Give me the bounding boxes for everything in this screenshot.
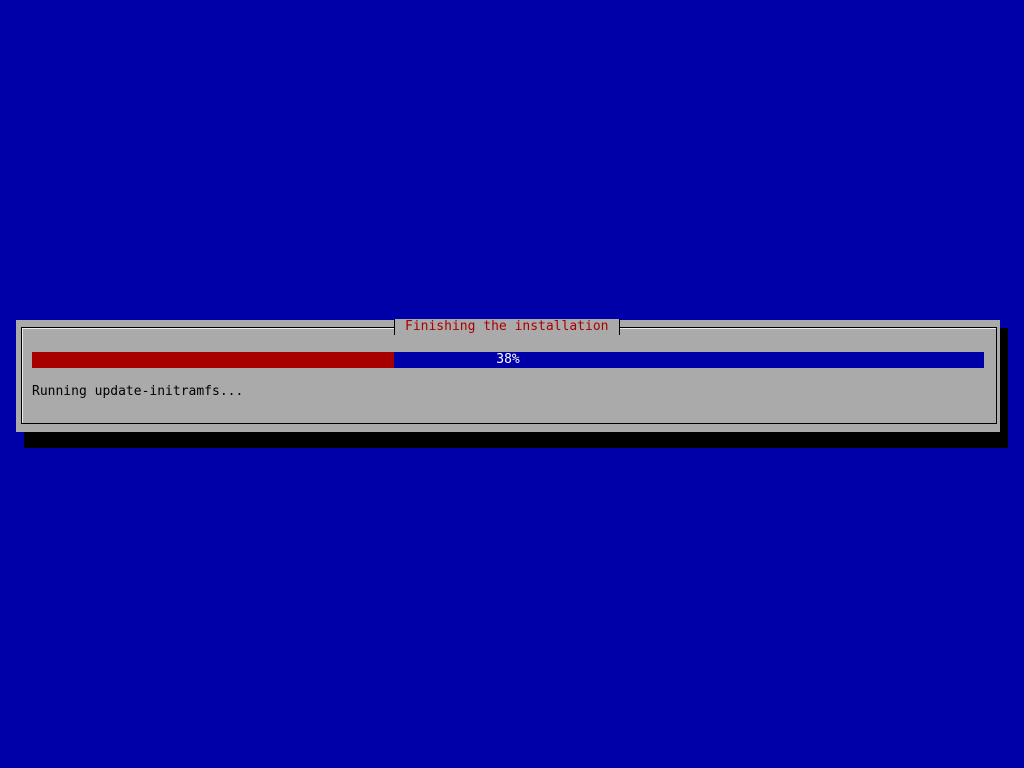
progress-label: 38% — [496, 352, 520, 367]
progress-bar: 38% — [32, 352, 984, 368]
dialog-frame: Finishing the installation — [21, 319, 997, 424]
progress-fill — [32, 352, 394, 368]
dialog-title: Finishing the installation — [394, 319, 620, 335]
status-text: Running update-initramfs... — [32, 384, 244, 399]
progress-dialog: Finishing the installation 38% Running u… — [16, 319, 1000, 432]
